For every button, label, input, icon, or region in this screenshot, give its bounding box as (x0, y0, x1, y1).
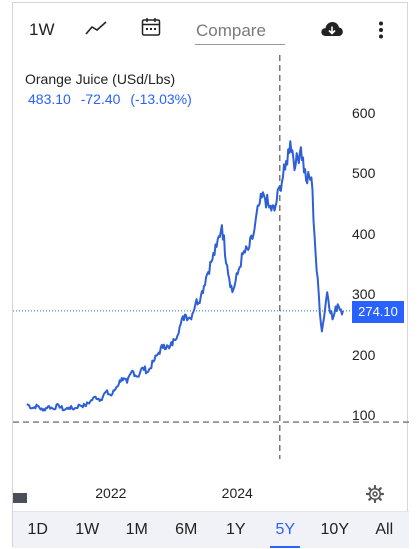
line-chart-icon[interactable] (85, 20, 107, 36)
y-tick-label: 600 (352, 105, 376, 121)
interval-selector[interactable]: 1W (29, 20, 55, 39)
y-tick-label: 300 (352, 286, 376, 303)
tab-1y[interactable]: 1Y (225, 521, 246, 538)
price-change-percent: (-13.03%) (130, 91, 192, 107)
y-tick-label: 500 (352, 165, 376, 182)
scroll-handle[interactable] (13, 493, 27, 503)
x-tick-label: 2024 (221, 485, 253, 501)
tab-10y[interactable]: 10Y (320, 521, 349, 538)
chart-widget: 1W Compare Orange Juice (USd/Lbs) 483.10… (12, 2, 409, 548)
calendar-icon[interactable] (141, 17, 161, 37)
price-chart[interactable] (13, 55, 409, 485)
tab-1d[interactable]: 1D (27, 521, 48, 538)
compare-input[interactable]: Compare (195, 15, 285, 45)
y-tick-label: 100 (352, 407, 376, 423)
price-series-line (26, 140, 344, 412)
period-tabs: 1D 1W 1M 6M 1Y 5Y 10Y All (13, 511, 409, 548)
cloud-download-icon[interactable] (320, 20, 344, 38)
tab-1m[interactable]: 1M (125, 521, 148, 538)
last-price-tag: 274.10 (352, 301, 404, 323)
gear-icon[interactable] (366, 485, 384, 503)
tab-1w[interactable]: 1W (75, 521, 100, 538)
current-price: 483.10 (28, 91, 71, 107)
x-tick-label: 2022 (95, 485, 127, 501)
tab-6m[interactable]: 6M (175, 521, 198, 538)
y-tick-label: 400 (352, 225, 376, 242)
y-tick-label: 200 (352, 346, 376, 363)
series-title: Orange Juice (USd/Lbs) (25, 71, 176, 87)
price-summary: 483.10 -72.40 (-13.03%) (28, 91, 198, 107)
chart-toolbar: 1W Compare (13, 3, 409, 55)
tab-all[interactable]: All (375, 521, 394, 538)
price-change: -72.40 (80, 91, 121, 107)
more-vertical-icon[interactable] (378, 21, 384, 39)
tab-5y[interactable]: 5Y (261, 512, 311, 548)
